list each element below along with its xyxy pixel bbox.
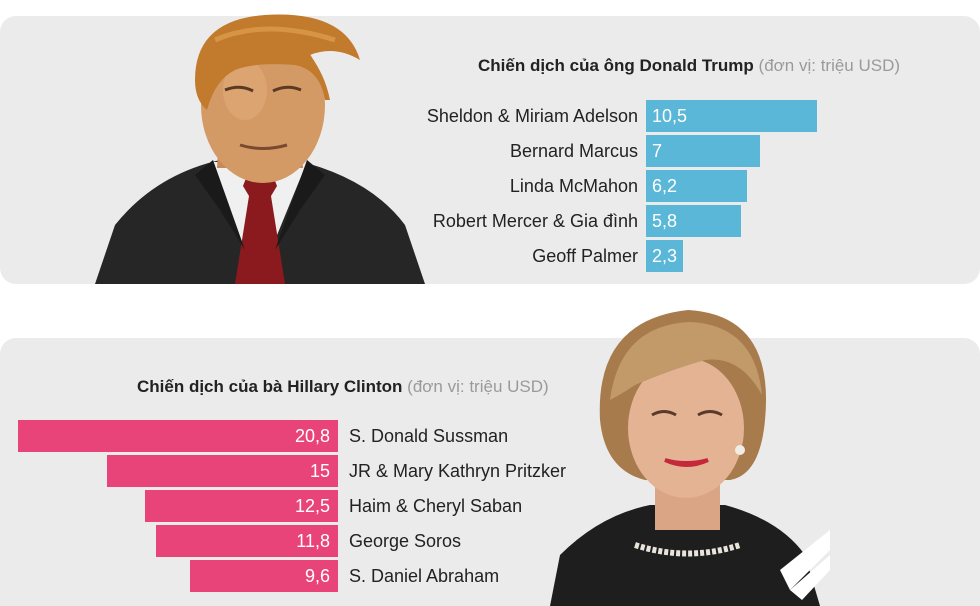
trump-bar (646, 100, 817, 132)
clinton-bar-value: 15 (309, 461, 330, 481)
trump-bar (646, 135, 760, 167)
clinton-unit-text: (đơn vị: triệu USD) (407, 377, 549, 396)
clinton-bar (18, 420, 338, 452)
trump-bar (646, 240, 683, 272)
trump-category-label: Bernard Marcus (509, 141, 638, 161)
clinton-bar (107, 455, 338, 487)
trump-bar-value: 2,3 (652, 246, 678, 266)
trump-unit-text: (đơn vị: triệu USD) (758, 56, 901, 75)
clinton-category-label: Haim & Cheryl Saban (349, 496, 523, 516)
trump-bar-value: 7 (652, 141, 663, 161)
trump-title-text: Chiến dịch của ông Donald Trump (478, 56, 754, 75)
clinton-bar-value: 11,8 (296, 531, 330, 551)
trump-category-label: Linda McMahon (509, 176, 638, 196)
trump-bar-value: 5,8 (652, 211, 678, 231)
clinton-category-label: George Soros (349, 531, 462, 551)
clinton-bar-value: 20,8 (294, 426, 330, 446)
trump-bar (646, 205, 741, 237)
clinton-bar (145, 490, 338, 522)
clinton-title-text: Chiến dịch của bà Hillary Clinton (137, 377, 403, 396)
clinton-category-label: JR & Mary Kathryn Pritzker (349, 461, 567, 481)
clinton-chart-title: Chiến dịch của bà Hillary Clinton (đơn v… (137, 377, 549, 397)
trump-category-label: Sheldon & Miriam Adelson (426, 106, 638, 126)
clinton-bar-value: 9,6 (304, 566, 330, 586)
trump-category-label: Geoff Palmer (532, 246, 638, 266)
trump-bar-value: 10,5 (652, 106, 688, 126)
trump-category-label: Robert Mercer & Gia đình (432, 211, 638, 231)
trump-chart-title: Chiến dịch của ông Donald Trump (đơn vị:… (478, 56, 900, 76)
clinton-category-label: S. Donald Sussman (349, 426, 509, 446)
clinton-bar-value: 12,5 (294, 496, 330, 516)
clinton-bar (190, 560, 338, 592)
clinton-bar (156, 525, 338, 557)
clinton-category-label: S. Daniel Abraham (349, 566, 500, 586)
trump-bar-value: 6,2 (652, 176, 678, 196)
clinton-portrait (550, 310, 830, 606)
trump-portrait (95, 14, 425, 284)
trump-bar (646, 170, 747, 202)
